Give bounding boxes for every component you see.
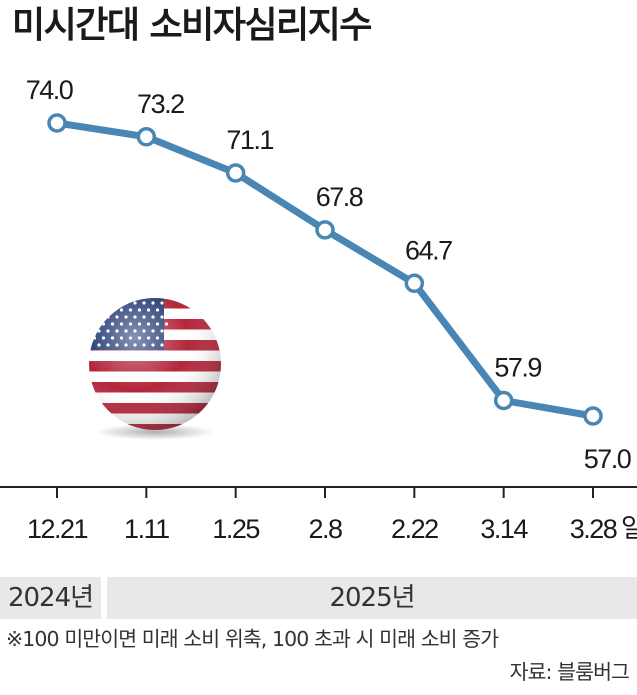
data-point (404, 273, 425, 294)
data-points (47, 113, 603, 426)
us-flag-icon (89, 298, 221, 440)
source: 자료: 블룸버그 (509, 660, 630, 684)
x-tick-label: 1.25 (212, 514, 259, 544)
data-point (493, 390, 514, 411)
x-tick-label: 3.14 (480, 514, 528, 544)
data-label: 73.2 (137, 89, 184, 119)
data-point (136, 127, 157, 147)
x-tick-label: 12.21 (27, 514, 88, 544)
data-label: 71.1 (226, 125, 273, 155)
data-point (583, 406, 603, 426)
x-axis-ticks (56, 487, 594, 498)
data-label: 64.7 (405, 235, 452, 265)
data-labels: 74.0 73.2 71.1 67.8 64.7 57.9 57.0 (26, 75, 633, 474)
year-label-2024: 2024년 (0, 577, 101, 619)
year-label-2025: 2025년 (107, 577, 637, 619)
line-chart: 12.21 1.11 1.25 2.8 2.22 3.14 3.28 74.0 73.2 71.… (0, 75, 637, 544)
data-label: 74.0 (26, 75, 73, 105)
x-tick-label: 2.8 (308, 514, 342, 544)
x-tick-label: 3.28 (570, 514, 617, 544)
x-tick-label: 1.11 (124, 514, 169, 544)
x-tick-label: 2.22 (391, 514, 438, 544)
data-point (225, 163, 246, 183)
footnote: ※100 미만이면 미래 소비 위축, 100 초과 시 미래 소비 증가 (6, 627, 499, 651)
data-point (47, 113, 67, 133)
x-unit-label: 일 (621, 514, 637, 544)
data-label: 57.0 (584, 444, 631, 474)
data-label: 67.8 (316, 182, 363, 212)
chart-title: 미시간대 소비자심리지수 (12, 5, 372, 46)
data-point (315, 220, 335, 240)
data-label: 57.9 (494, 352, 541, 382)
x-axis-tick-labels: 12.21 1.11 1.25 2.8 2.22 3.14 3.28 (27, 514, 618, 544)
